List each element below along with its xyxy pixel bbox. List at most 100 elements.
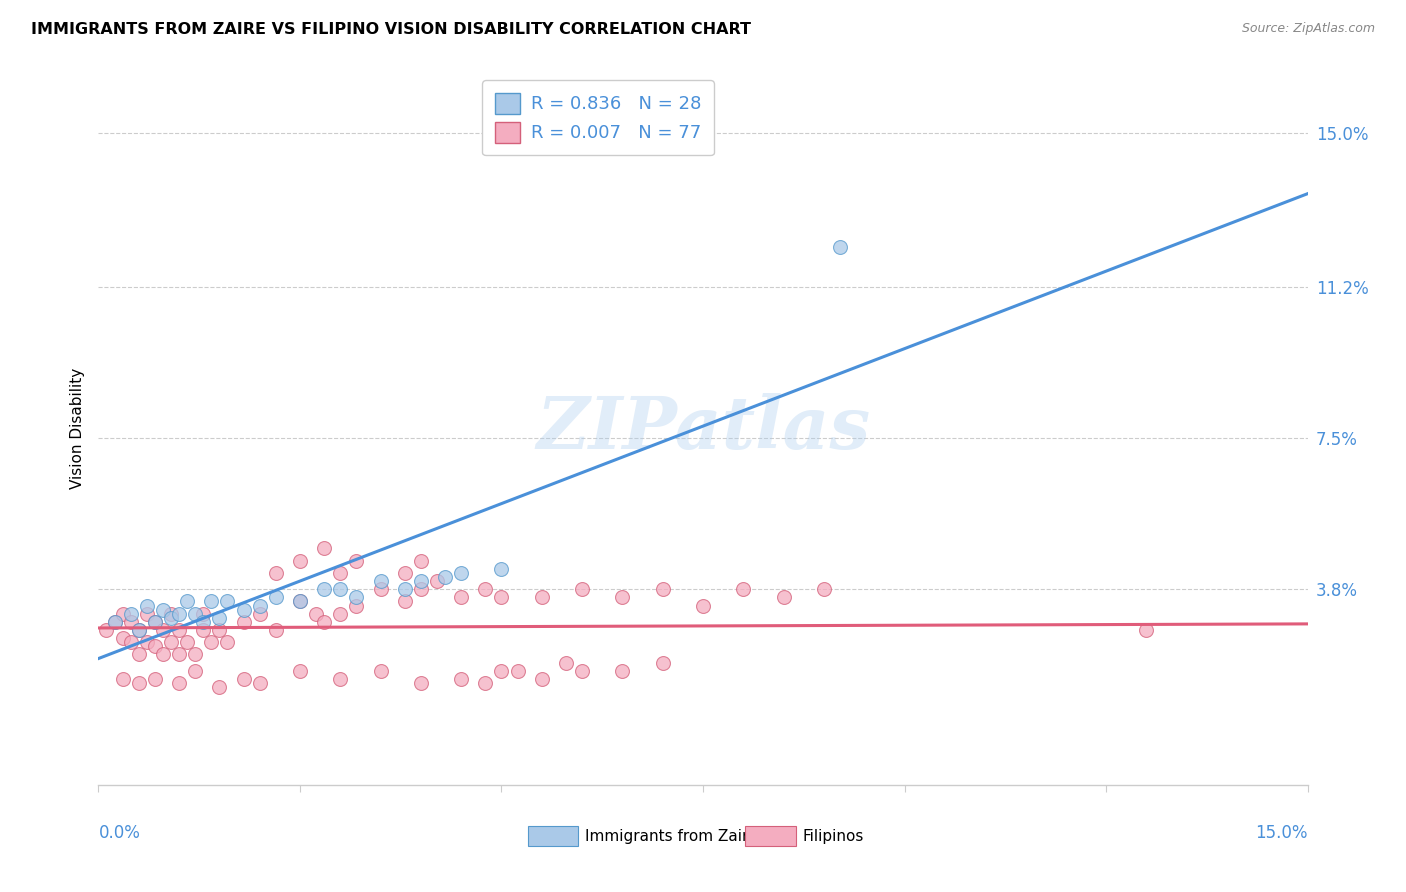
Point xyxy=(434,570,457,584)
Point xyxy=(314,615,336,629)
Point xyxy=(160,607,183,621)
Text: Immigrants from Zaire: Immigrants from Zaire xyxy=(585,829,756,844)
Point xyxy=(409,554,432,568)
Point xyxy=(249,676,271,690)
Point xyxy=(474,676,496,690)
Point xyxy=(217,594,239,608)
Point xyxy=(208,680,231,694)
Point xyxy=(491,562,513,576)
Point xyxy=(208,611,231,625)
Point xyxy=(135,599,157,613)
Point xyxy=(111,607,134,621)
Point xyxy=(491,664,513,678)
Point xyxy=(167,623,190,637)
Text: 15.0%: 15.0% xyxy=(1256,824,1308,842)
Legend: R = 0.836   N = 28, R = 0.007   N = 77: R = 0.836 N = 28, R = 0.007 N = 77 xyxy=(482,80,714,155)
Point xyxy=(143,615,166,629)
Point xyxy=(143,672,166,686)
Point xyxy=(1135,623,1157,637)
Point xyxy=(152,623,174,637)
Point xyxy=(692,599,714,613)
Point xyxy=(184,648,207,662)
Point xyxy=(128,623,150,637)
Point xyxy=(394,566,416,580)
Point xyxy=(152,648,174,662)
Point xyxy=(450,672,472,686)
Point xyxy=(160,635,183,649)
Point xyxy=(329,582,352,597)
Point xyxy=(111,672,134,686)
Point xyxy=(232,602,254,616)
Point xyxy=(264,623,287,637)
Text: Source: ZipAtlas.com: Source: ZipAtlas.com xyxy=(1241,22,1375,36)
Point xyxy=(394,594,416,608)
Point xyxy=(426,574,449,588)
Point xyxy=(143,615,166,629)
Point xyxy=(651,656,673,670)
Point xyxy=(491,591,513,605)
Point xyxy=(370,664,392,678)
Point xyxy=(288,554,311,568)
Point xyxy=(120,635,142,649)
Point xyxy=(103,615,125,629)
Point xyxy=(167,648,190,662)
FancyBboxPatch shape xyxy=(527,826,578,846)
Point xyxy=(264,566,287,580)
Point xyxy=(329,672,352,686)
Point xyxy=(167,607,190,621)
Point xyxy=(232,672,254,686)
Point xyxy=(612,591,634,605)
Point xyxy=(288,664,311,678)
Point xyxy=(828,240,851,254)
Point xyxy=(135,607,157,621)
Text: 0.0%: 0.0% xyxy=(98,824,141,842)
Point xyxy=(288,594,311,608)
Point xyxy=(530,672,553,686)
Point xyxy=(314,582,336,597)
Point xyxy=(409,574,432,588)
Point xyxy=(571,582,593,597)
Point xyxy=(288,594,311,608)
Point xyxy=(249,599,271,613)
Point xyxy=(305,607,328,621)
Point xyxy=(733,582,755,597)
Text: Filipinos: Filipinos xyxy=(803,829,863,844)
Point xyxy=(249,607,271,621)
Point xyxy=(344,554,367,568)
Point xyxy=(813,582,835,597)
Point xyxy=(120,615,142,629)
Point xyxy=(120,607,142,621)
Point xyxy=(571,664,593,678)
Point xyxy=(217,635,239,649)
Point xyxy=(329,566,352,580)
Point xyxy=(450,591,472,605)
Point xyxy=(200,635,222,649)
Point xyxy=(128,648,150,662)
Point xyxy=(184,607,207,621)
Point xyxy=(103,615,125,629)
Point xyxy=(152,602,174,616)
Point xyxy=(184,664,207,678)
Point xyxy=(530,591,553,605)
Point xyxy=(344,599,367,613)
Text: IMMIGRANTS FROM ZAIRE VS FILIPINO VISION DISABILITY CORRELATION CHART: IMMIGRANTS FROM ZAIRE VS FILIPINO VISION… xyxy=(31,22,751,37)
Point xyxy=(344,591,367,605)
Point xyxy=(506,664,529,678)
Point xyxy=(193,615,215,629)
Point xyxy=(555,656,578,670)
Point xyxy=(193,623,215,637)
Point xyxy=(370,574,392,588)
Y-axis label: Vision Disability: Vision Disability xyxy=(69,368,84,489)
Point xyxy=(96,623,118,637)
Point xyxy=(370,582,392,597)
Point xyxy=(232,615,254,629)
Point xyxy=(264,591,287,605)
Point xyxy=(143,640,166,654)
Point xyxy=(176,594,198,608)
Point xyxy=(651,582,673,597)
Point xyxy=(128,623,150,637)
Text: ZIPatlas: ZIPatlas xyxy=(536,392,870,464)
Point xyxy=(193,607,215,621)
Point xyxy=(409,676,432,690)
Point xyxy=(394,582,416,597)
